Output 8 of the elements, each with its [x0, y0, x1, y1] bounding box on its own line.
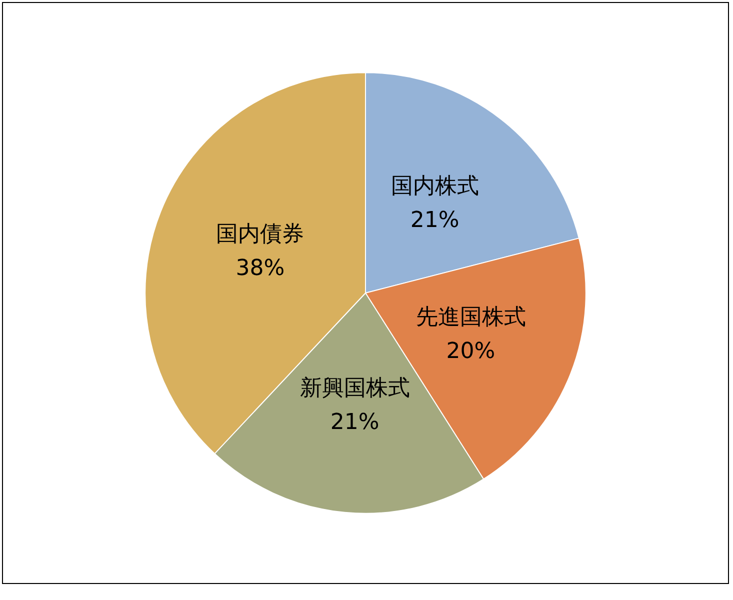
slice-label: 国内株式 — [390, 174, 479, 200]
data-label: 38% — [236, 256, 285, 281]
data-label: 20% — [446, 339, 496, 364]
data-label: 21% — [330, 410, 380, 436]
slice-label: 国内債券 — [216, 222, 304, 247]
slice-label: 先進国株式 — [416, 305, 526, 330]
data-label: 21% — [410, 208, 460, 234]
slice-label: 新興国株式 — [300, 376, 410, 402]
